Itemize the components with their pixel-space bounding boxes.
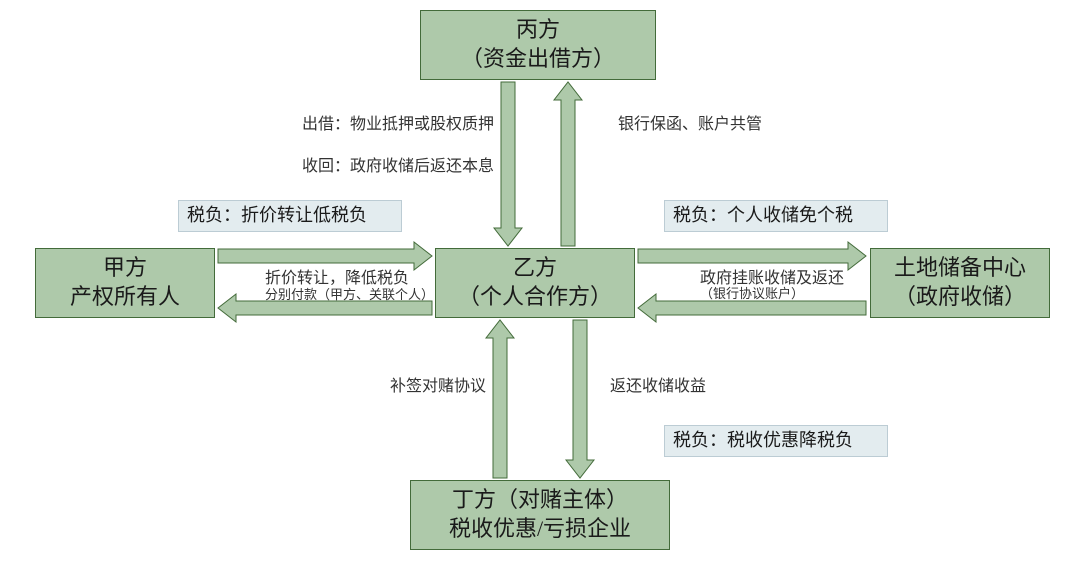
arrow-a_right_to_b bbox=[218, 242, 432, 270]
arrow-b_right_to_land bbox=[638, 242, 866, 270]
arrow-b_up_to_c bbox=[554, 82, 582, 246]
arrow-c_down_to_b bbox=[494, 82, 522, 246]
arrow-land_left_to_b bbox=[638, 294, 866, 322]
arrow-b_left_to_a bbox=[218, 294, 432, 322]
arrow-layer bbox=[0, 0, 1080, 563]
arrow-d_up_to_b bbox=[486, 320, 514, 478]
arrow-b_down_to_d bbox=[566, 320, 594, 478]
